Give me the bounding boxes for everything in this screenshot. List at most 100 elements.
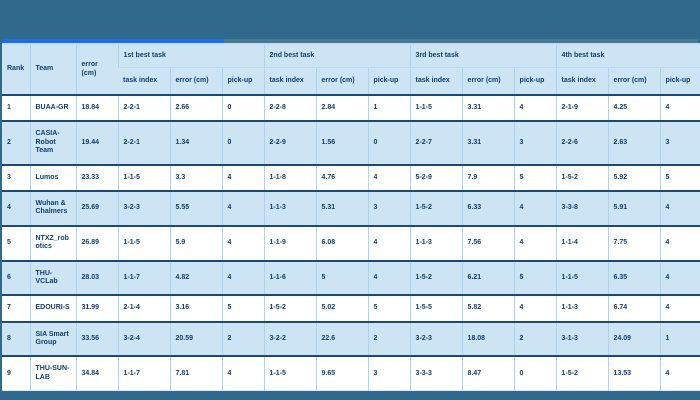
error-cell: 6.21	[461, 260, 515, 296]
task-index-cell: 2-2-9	[263, 121, 317, 165]
task-index-cell: 1-5-2	[409, 260, 463, 296]
loading-bar-fill	[2, 39, 224, 43]
pickup-cell: 4	[659, 260, 700, 296]
error-cell: 7.56	[461, 225, 515, 261]
table-row: 3 Lumos 23.33 1-1-5 3.3 4 1-1-8 4.76 4 5-2-9 7.9 5 1…	[2, 164, 700, 191]
error-cell: 28.03	[75, 260, 118, 296]
pickup-cell: 1	[367, 95, 411, 122]
task-index-cell: 2-2-8	[263, 95, 317, 122]
error-cell: 5.92	[607, 164, 661, 191]
pickup-cell: 5	[513, 164, 557, 191]
error-cell: 6.08	[315, 225, 369, 261]
pickup-cell: 5	[221, 295, 265, 322]
task-index-cell: 3-3-3	[409, 356, 463, 391]
table-body: 1 BUAA-GR 18.84 2-2-1 2.66 0 2-2-8 2.84 1 1-1-5 3.…	[2, 95, 700, 391]
error-cell: 4.82	[169, 260, 222, 296]
pickup-cell: 0	[221, 121, 265, 165]
error-cell: 8.47	[461, 356, 515, 391]
subcol-header-error: error (cm)	[315, 67, 369, 96]
table-row: 4 Wuhan & Chalmers 25.69 3-2-3 5.55 4 1-1-3 5.3…	[2, 190, 700, 226]
error-cell: 13.53	[607, 356, 661, 391]
subcol-header-pickup: pick-up	[367, 67, 411, 96]
error-cell: 24.09	[607, 321, 661, 357]
rank-cell: 7	[2, 295, 30, 322]
error-cell: 33.56	[75, 321, 118, 357]
pickup-cell: 2	[513, 321, 557, 357]
team-cell: THU-SUN-LAB	[29, 356, 76, 391]
task-index-cell: 3-2-3	[409, 321, 463, 357]
task-index-cell: 2-2-6	[555, 121, 609, 165]
error-cell: 5	[315, 260, 369, 296]
task-index-cell: 3-2-3	[117, 190, 170, 226]
pickup-cell: 0	[513, 356, 557, 391]
error-cell: 5.31	[315, 190, 369, 226]
task-index-cell: 1-1-7	[117, 260, 170, 296]
pickup-cell: 4	[367, 260, 411, 296]
team-cell: Wuhan & Chalmers	[29, 190, 76, 226]
error-cell: 6.35	[607, 260, 661, 296]
pickup-cell: 4	[367, 164, 411, 191]
rank-cell: 5	[2, 225, 30, 261]
rank-cell: 4	[2, 190, 30, 226]
task-index-cell: 1-1-3	[409, 225, 463, 261]
pickup-cell: 4	[659, 225, 700, 261]
error-cell: 31.99	[75, 295, 118, 322]
pickup-cell: 3	[367, 356, 411, 391]
group-header-3rd-best-task: 3rd best task	[409, 44, 557, 68]
task-index-cell: 1-1-5	[263, 356, 317, 391]
error-cell: 2.66	[169, 95, 222, 122]
pickup-cell: 2	[367, 321, 411, 357]
rank-cell: 8	[2, 321, 30, 357]
subcol-header-task-index: task index	[263, 67, 317, 96]
error-cell: 4.76	[315, 164, 369, 191]
subcol-header-task-index: task index	[118, 67, 170, 96]
task-index-cell: 1-5-2	[555, 356, 609, 391]
pickup-cell: 4	[221, 225, 265, 261]
error-cell: 5.91	[607, 190, 661, 226]
task-index-cell: 1-1-4	[555, 225, 609, 261]
pickup-cell: 0	[221, 95, 265, 122]
subcol-header-task-index: task index	[555, 67, 609, 96]
col-header-error: error (cm)	[75, 44, 118, 96]
group-header-2nd-best-task: 2nd best task	[263, 44, 411, 68]
table-row: 6 THU-VCLab 28.03 1-1-7 4.82 4 1-1-6 5 4 1-5-2 6.2…	[2, 260, 700, 296]
team-cell: EDOURI-S	[29, 295, 76, 322]
group-header-1st-best-task: 1st best task	[117, 44, 265, 68]
pickup-cell: 5	[513, 260, 557, 296]
header-sub-row: task index error (cm) pick-up task index…	[2, 67, 700, 96]
error-cell: 3.31	[461, 95, 515, 122]
pickup-cell: 3	[659, 121, 700, 165]
pickup-cell: 4	[659, 190, 700, 226]
error-cell: 1.56	[315, 121, 369, 165]
team-cell: BUAA-GR	[29, 95, 76, 122]
task-index-cell: 2-1-4	[117, 295, 170, 322]
pickup-cell: 3	[513, 121, 557, 165]
team-cell: NTXZ_robotics	[29, 225, 76, 261]
table-row: 8 SIA Smart Group 33.56 3-2-4 20.59 2 3-2-2 22.…	[2, 321, 700, 357]
task-index-cell: 1-1-3	[555, 295, 609, 322]
task-index-cell: 1-1-9	[263, 225, 317, 261]
error-cell: 6.74	[607, 295, 661, 322]
error-cell: 2.84	[315, 95, 369, 122]
subcol-header-error: error (cm)	[607, 67, 661, 96]
pickup-cell: 4	[659, 356, 700, 391]
table-row: 5 NTXZ_robotics 26.89 1-1-5 5.9 4 1-1-9 6.08 4 1-…	[2, 225, 700, 261]
task-index-cell: 1-1-8	[263, 164, 317, 191]
task-index-cell: 2-2-1	[117, 95, 170, 122]
subcol-header-pickup: pick-up	[513, 67, 557, 96]
table-row: 1 BUAA-GR 18.84 2-2-1 2.66 0 2-2-8 2.84 1 1-1-5 3.…	[2, 95, 700, 122]
pickup-cell: 4	[513, 190, 557, 226]
error-cell: 3.16	[169, 295, 222, 322]
subcol-header-pickup: pick-up	[659, 67, 700, 96]
error-cell: 1.34	[169, 121, 222, 165]
rank-cell: 1	[2, 95, 30, 122]
team-cell: SIA Smart Group	[29, 321, 76, 357]
error-cell: 34.84	[75, 356, 118, 391]
group-header-4th-best-task: 4th best task	[555, 44, 700, 68]
task-index-cell: 1-5-2	[555, 164, 609, 191]
task-index-cell: 2-1-9	[555, 95, 609, 122]
error-cell: 25.69	[75, 190, 118, 226]
error-cell: 3.3	[169, 164, 222, 191]
task-index-cell: 1-5-2	[409, 190, 463, 226]
error-cell: 3.31	[461, 121, 515, 165]
